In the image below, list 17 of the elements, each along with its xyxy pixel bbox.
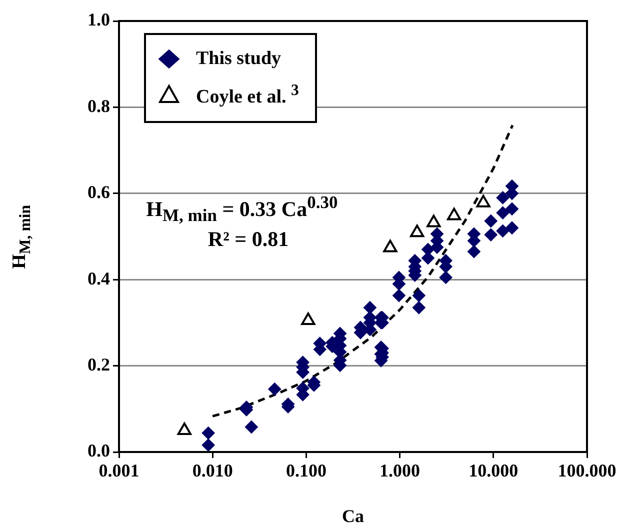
x-tick-label: 1.000 xyxy=(380,460,420,480)
y-tick-label: 0.0 xyxy=(88,440,110,461)
y-tick-label: 0.8 xyxy=(88,96,110,116)
y-tick-label: 0.2 xyxy=(88,354,110,374)
y-tick-label: 0.4 xyxy=(88,268,110,288)
legend-label: This study xyxy=(196,47,282,71)
x-tick-label: 0.100 xyxy=(286,460,326,480)
y-tick-label: 1.0 xyxy=(88,10,110,30)
legend-label: Coyle et al. $^{3}$ xyxy=(196,81,299,110)
x-tick-label: 0.001 xyxy=(98,460,140,480)
annotation: H$_{M, min}$ = 0.33 Ca$^{0.30}$ xyxy=(146,192,338,227)
x-axis-title: Ca xyxy=(342,506,364,526)
y-tick-label: 0.6 xyxy=(88,182,110,202)
x-tick-label: 10.000 xyxy=(468,460,518,480)
x-tick-label: 0.010 xyxy=(192,460,233,480)
x-tick-label: 100.000 xyxy=(558,460,616,480)
annotation: R² = 0.81 xyxy=(208,226,289,252)
